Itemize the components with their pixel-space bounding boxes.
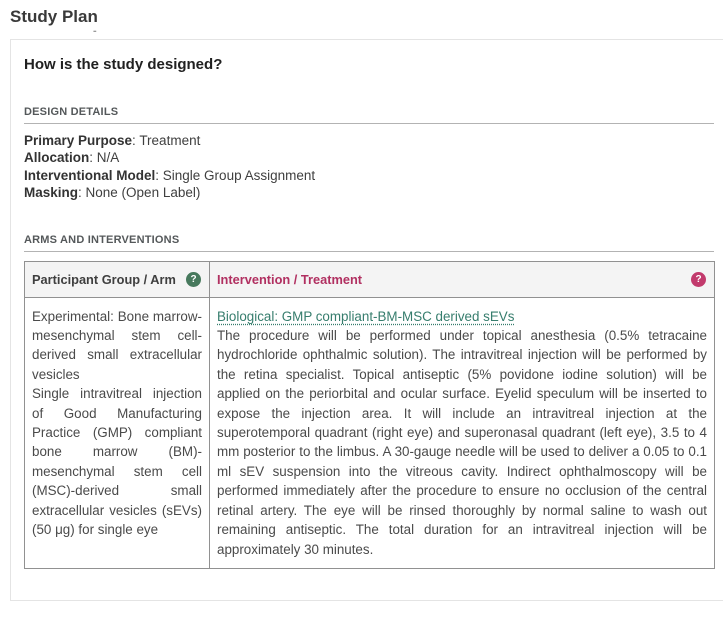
arm-title: Experimental: Bone marrow-mesenchymal st…: [32, 308, 202, 382]
column-header-label: Intervention / Treatment: [217, 271, 363, 287]
participant-group-cell: Experimental: Bone marrow-mesenchymal st…: [24, 296, 210, 569]
detail-value: None (Open Label): [85, 185, 201, 201]
detail-separator: :: [132, 133, 140, 148]
design-detail-row: Allocation: N/A: [24, 149, 714, 166]
detail-label: Masking: [24, 185, 79, 201]
column-header-intervention: Intervention / Treatment ?: [209, 260, 715, 298]
detail-value: Single Group Assignment: [162, 167, 316, 183]
table-header-row: Participant Group / Arm ? Intervention /…: [24, 260, 715, 298]
detail-label: Interventional Model: [24, 167, 156, 183]
intervention-cell: Biological: GMP compliant-BM-MSC derived…: [209, 296, 715, 569]
arms-interventions-table: Participant Group / Arm ? Intervention /…: [24, 260, 715, 569]
column-header-participant-group: Participant Group / Arm ?: [24, 260, 210, 298]
design-detail-row: Masking: None (Open Label): [24, 184, 714, 201]
help-icon[interactable]: ?: [691, 271, 706, 287]
intervention-description: The procedure will be performed under to…: [217, 328, 707, 557]
detail-label: Primary Purpose: [24, 133, 133, 148]
study-design-card: How is the study designed? DESIGN DETAIL…: [10, 39, 723, 601]
design-details-label: DESIGN DETAILS: [24, 106, 714, 124]
intervention-link[interactable]: Biological: GMP compliant-BM-MSC derived…: [217, 308, 515, 324]
title-underline-mark: -: [93, 25, 97, 37]
detail-separator: :: [155, 167, 163, 183]
table-row: Experimental: Bone marrow-mesenchymal st…: [24, 296, 715, 569]
arms-interventions-label: ARMS AND INTERVENTIONS: [24, 234, 714, 252]
design-detail-row: Primary Purpose: Treatment: [24, 132, 714, 149]
detail-separator: :: [89, 150, 97, 166]
arm-description: Single intravitreal injection of Good Ma…: [32, 386, 202, 538]
detail-value: N/A: [96, 150, 120, 166]
detail-separator: :: [78, 185, 86, 201]
design-details-list: Primary Purpose: Treatment Allocation: N…: [24, 132, 714, 202]
detail-label: Allocation: [24, 150, 90, 166]
design-detail-row: Interventional Model: Single Group Assig…: [24, 167, 714, 184]
page-title: Study Plan: [10, 7, 98, 26]
section-heading: How is the study designed?: [24, 56, 223, 73]
help-icon[interactable]: ?: [186, 271, 201, 287]
detail-value: Treatment: [139, 133, 201, 148]
column-header-label: Participant Group / Arm: [32, 271, 176, 287]
